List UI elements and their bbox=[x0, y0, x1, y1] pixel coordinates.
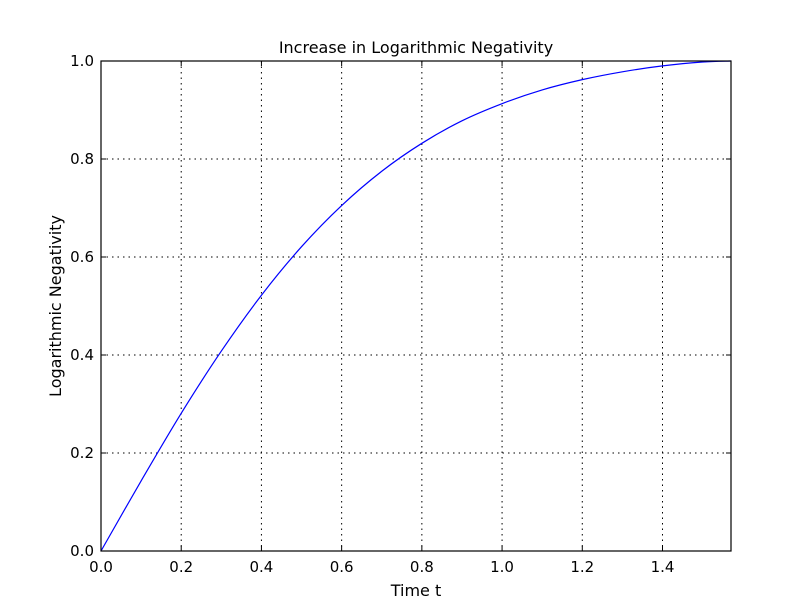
series-layer bbox=[100, 60, 732, 552]
plot-frame bbox=[100, 60, 732, 552]
series-line bbox=[100, 60, 732, 552]
x-tick-label: 0.2 bbox=[169, 558, 193, 576]
y-tick-label: 0.6 bbox=[70, 248, 94, 266]
y-tick-label: 0.8 bbox=[70, 150, 94, 168]
x-tick-label: 1.0 bbox=[490, 558, 514, 576]
x-tick-label: 1.2 bbox=[570, 558, 594, 576]
x-tick-label: 0.8 bbox=[410, 558, 434, 576]
y-tick-label: 0.0 bbox=[70, 542, 94, 560]
tick-labels: 0.0 0.2 0.4 0.6 0.8 1.0 1.2 1.4 0.0 0.2 0.4 0.6 0.8 1… bbox=[70, 52, 674, 576]
y-axis-label: Logarithmic Negativity bbox=[46, 215, 65, 397]
x-axis-label: Time t bbox=[390, 581, 442, 600]
x-tick-label: 0.0 bbox=[89, 558, 113, 576]
chart-title: Increase in Logarithmic Negativity bbox=[279, 38, 553, 57]
y-tick-label: 0.2 bbox=[70, 444, 94, 462]
x-tick-label: 0.4 bbox=[249, 558, 273, 576]
y-tick-label: 0.4 bbox=[70, 346, 94, 364]
x-tick-label: 0.6 bbox=[330, 558, 354, 576]
x-tick-label: 1.4 bbox=[651, 558, 675, 576]
y-tick-label: 1.0 bbox=[70, 52, 94, 70]
